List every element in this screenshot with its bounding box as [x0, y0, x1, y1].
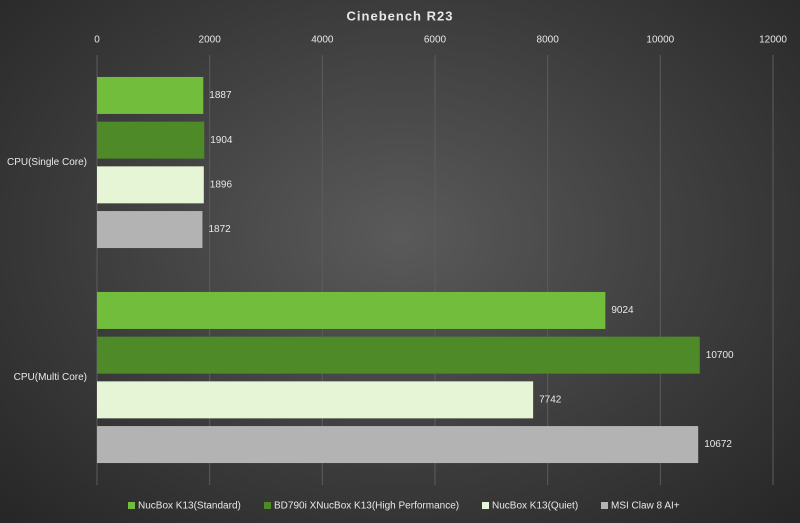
value-label: 1887 [209, 90, 232, 101]
chart-title: Cinebench R23 [347, 8, 454, 23]
bar [97, 336, 700, 374]
legend-swatch [601, 502, 608, 509]
legend-swatch [128, 502, 135, 509]
value-label: 1904 [210, 135, 233, 146]
x-tick-label: 2000 [199, 35, 222, 46]
y-tick-label: CPU(Multi Core) [14, 372, 87, 383]
value-label: 7742 [539, 394, 562, 405]
value-label: 10700 [706, 350, 734, 361]
y-tick-label: CPU(Single Core) [7, 157, 87, 168]
x-tick-label: 0 [94, 35, 100, 46]
bar [97, 426, 699, 464]
bar [97, 291, 606, 329]
bar [97, 121, 205, 159]
x-tick-label: 4000 [311, 35, 334, 46]
value-label: 1896 [210, 179, 233, 190]
legend-swatch [482, 502, 489, 509]
bar [97, 76, 204, 114]
x-tick-label: 10000 [646, 35, 674, 46]
legend-label: NucBox K13(Quiet) [492, 501, 578, 512]
legend-swatch [264, 502, 271, 509]
x-tick-label: 12000 [759, 35, 787, 46]
legend-label: NucBox K13(Standard) [138, 501, 241, 512]
bar [97, 166, 204, 204]
bar [97, 381, 534, 419]
value-label: 9024 [611, 305, 634, 316]
bar [97, 211, 203, 249]
value-label: 1872 [208, 224, 231, 235]
x-tick-label: 8000 [537, 35, 560, 46]
x-tick-label: 6000 [424, 35, 447, 46]
legend-label: MSI Claw 8 AI+ [611, 501, 680, 512]
legend-label: BD790i XNucBox K13(High Performance) [274, 501, 459, 512]
value-label: 10672 [704, 439, 732, 450]
